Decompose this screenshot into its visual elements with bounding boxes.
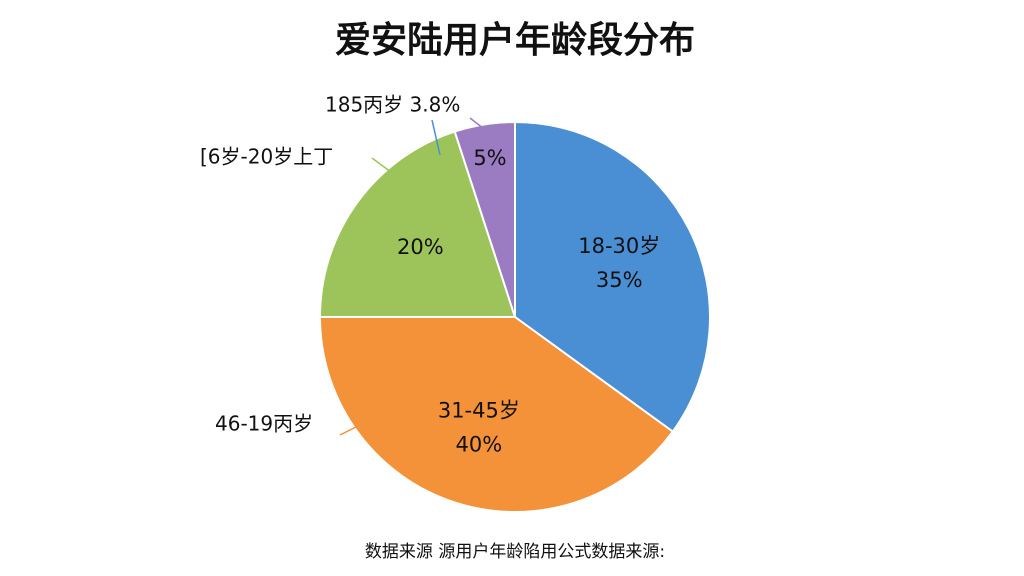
pie-slice (453, 120, 516, 318)
pie-slice (514, 120, 711, 434)
leader-line (371, 157, 396, 176)
leader-line (469, 117, 489, 133)
slice-value-label: 35% (596, 268, 643, 292)
annotation: [6岁-20岁上丁 (200, 145, 333, 169)
annotation: 185丙岁 3.8% (325, 93, 460, 117)
leader-line (339, 424, 361, 436)
source-note: 数据来源 源用户年龄陷用公式数据来源: (365, 542, 665, 562)
slice-category-label: 18-30岁 (578, 234, 660, 258)
leader-line (431, 119, 441, 156)
slice-value-label: 5% (473, 146, 506, 170)
annotation: 46-19丙岁 (215, 412, 313, 436)
pie-slice (318, 130, 517, 318)
pie-slice (318, 316, 675, 513)
slice-value-label: 20% (397, 235, 444, 259)
slice-value-label: 40% (456, 432, 503, 456)
pie (318, 120, 711, 513)
slice-category-label: 31-45岁 (438, 398, 520, 422)
chart-title: 爱安陆用户年龄段分布 (335, 20, 695, 61)
